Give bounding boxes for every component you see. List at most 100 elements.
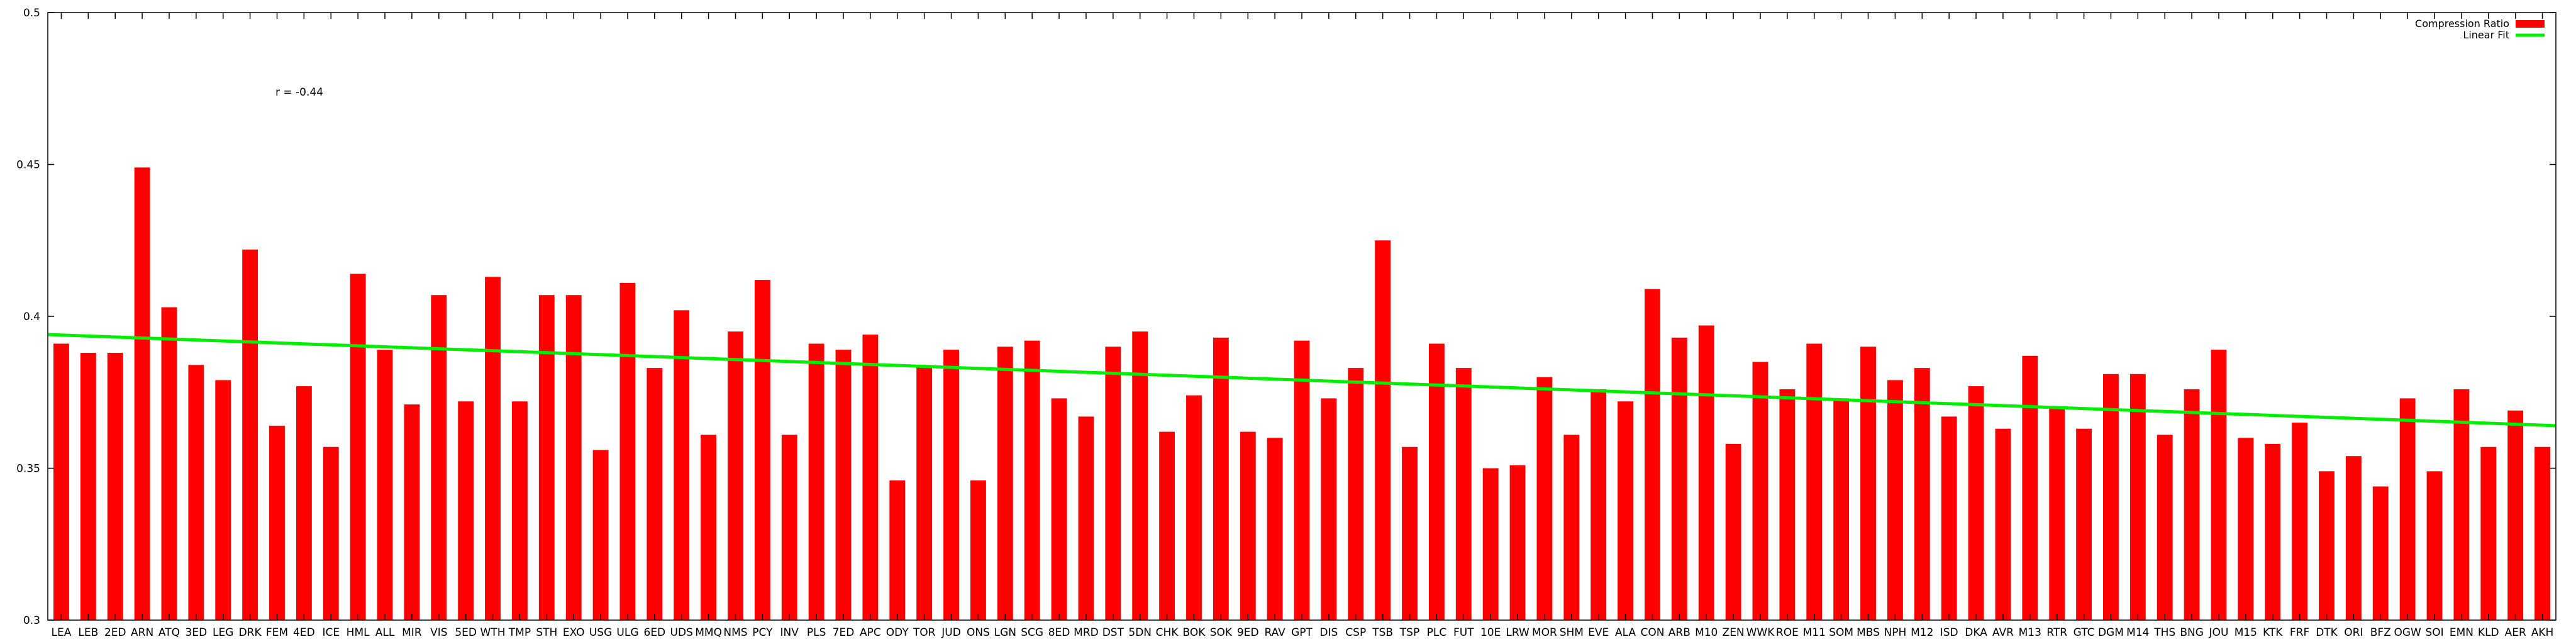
- bar-leg: [215, 380, 231, 620]
- y-tick-label: 0.5: [23, 7, 40, 19]
- bar-exo: [565, 295, 582, 620]
- x-tick-label: AER: [2505, 626, 2526, 639]
- bar-all: [377, 350, 393, 620]
- bar-csp: [1348, 368, 1364, 620]
- bar-pcy: [754, 280, 770, 620]
- x-tick-label: 4ED: [293, 626, 315, 639]
- x-tick-label: M10: [1695, 626, 1718, 639]
- bar-dis: [1321, 398, 1337, 620]
- x-tick-label: NMS: [723, 626, 747, 639]
- bar-sth: [538, 295, 555, 620]
- bar-uds: [674, 310, 690, 620]
- bar-dgm: [2103, 374, 2119, 620]
- bar-leb: [80, 352, 96, 620]
- x-tick-label: EMN: [2450, 626, 2473, 639]
- bar-plc: [1428, 343, 1445, 620]
- x-tick-label: ALA: [1615, 626, 1636, 639]
- bar-lrw: [1509, 465, 1526, 620]
- x-tick-label: TOR: [913, 626, 936, 639]
- x-tick-label: MIR: [402, 626, 422, 639]
- x-tick-label: ONS: [967, 626, 990, 639]
- bar-m12: [1914, 368, 1930, 620]
- x-tick-label: TMP: [508, 626, 531, 639]
- bar-mrd: [1078, 416, 1094, 620]
- bar-gtc: [2076, 428, 2092, 620]
- x-tick-label: RAV: [1264, 626, 1285, 639]
- x-tick-label: AVR: [1992, 626, 2014, 639]
- bar-3ed: [188, 365, 204, 620]
- legend-swatch-compression-ratio: [2516, 20, 2545, 28]
- bar-arb: [1671, 337, 1687, 620]
- correlation-annotation: r = -0.44: [275, 86, 323, 99]
- bar-ktk: [2265, 443, 2281, 620]
- x-tick-label: DGM: [2098, 626, 2124, 639]
- x-tick-label: M12: [1911, 626, 1933, 639]
- x-tick-label: ARB: [1668, 626, 1690, 639]
- x-tick-label: NPH: [1884, 626, 1907, 639]
- bar-m14: [2129, 374, 2146, 620]
- x-tick-label: STH: [536, 626, 557, 639]
- x-tick-label: USG: [589, 626, 612, 639]
- x-tick-label: LRW: [1506, 626, 1530, 639]
- x-tick-label: DTK: [2316, 626, 2338, 639]
- bar-lgn: [997, 347, 1013, 620]
- x-tick-label: KLD: [2478, 626, 2499, 639]
- bar-wth: [485, 277, 501, 621]
- bar-m10: [1698, 325, 1714, 620]
- bar-4ed: [296, 386, 312, 620]
- x-tick-label: DKA: [1965, 626, 1987, 639]
- x-tick-label: ULG: [616, 626, 638, 639]
- x-tick-label: SOK: [1210, 626, 1233, 639]
- x-tick-label: RTR: [2046, 626, 2067, 639]
- bar-5dn: [1132, 331, 1148, 620]
- bar-con: [1645, 289, 1660, 620]
- bar-zen: [1725, 443, 1741, 620]
- x-tick-label: BOK: [1183, 626, 1206, 639]
- bar-roe: [1779, 389, 1796, 620]
- bar-rav: [1267, 438, 1283, 620]
- bar-shm: [1563, 435, 1580, 620]
- x-tick-label: ROE: [1776, 626, 1799, 639]
- x-tick-label: INV: [780, 626, 799, 639]
- x-tick-label: WTH: [480, 626, 506, 639]
- x-tick-label: MOR: [1532, 626, 1557, 639]
- x-tick-label: APC: [860, 626, 881, 639]
- bar-usg: [592, 450, 609, 620]
- legend-label-linear-fit: Linear Fit: [2463, 29, 2509, 41]
- bar-9ed: [1240, 431, 1256, 620]
- x-tick-label: GTC: [2074, 626, 2095, 639]
- bar-ulg: [619, 282, 636, 620]
- bar-dtk: [2319, 471, 2334, 620]
- bar-fut: [1455, 368, 1472, 620]
- x-tick-label: LEG: [213, 626, 233, 639]
- bar-10e: [1482, 468, 1499, 620]
- bar-ice: [323, 447, 339, 620]
- bar-mor: [1536, 377, 1553, 620]
- bar-7ed: [835, 350, 852, 620]
- y-tick-label: 0.35: [16, 463, 40, 475]
- bar-sok: [1213, 337, 1229, 620]
- linear-fit-line: [47, 333, 2557, 428]
- x-tick-label: WWK: [1746, 626, 1775, 639]
- bar-isd: [1941, 416, 1957, 620]
- x-tick-label: 7ED: [833, 626, 855, 639]
- bar-inv: [781, 435, 797, 620]
- x-axis: LEA LEB 2ED ARN ATQ 3ED LEG DRK FEM 4ED ICE HML ALL M…: [52, 13, 2553, 639]
- bar-kld: [2480, 447, 2497, 620]
- fit-layer: [47, 333, 2557, 428]
- x-tick-label: MBS: [1857, 626, 1880, 639]
- x-tick-label: KTK: [2263, 626, 2283, 639]
- x-tick-label: ALL: [375, 626, 395, 639]
- x-tick-label: 2ED: [104, 626, 126, 639]
- x-tick-label: PLC: [1427, 626, 1447, 639]
- bar-dst: [1105, 347, 1121, 620]
- bar-nph: [1887, 380, 1903, 620]
- bar-avr: [1995, 428, 2011, 620]
- x-tick-label: SHM: [1560, 626, 1584, 639]
- bar-som: [1833, 398, 1850, 620]
- bar-ons: [970, 480, 986, 620]
- y-tick-label: 0.4: [23, 311, 40, 323]
- bar-vis: [431, 295, 447, 620]
- bar-tsb: [1375, 240, 1391, 620]
